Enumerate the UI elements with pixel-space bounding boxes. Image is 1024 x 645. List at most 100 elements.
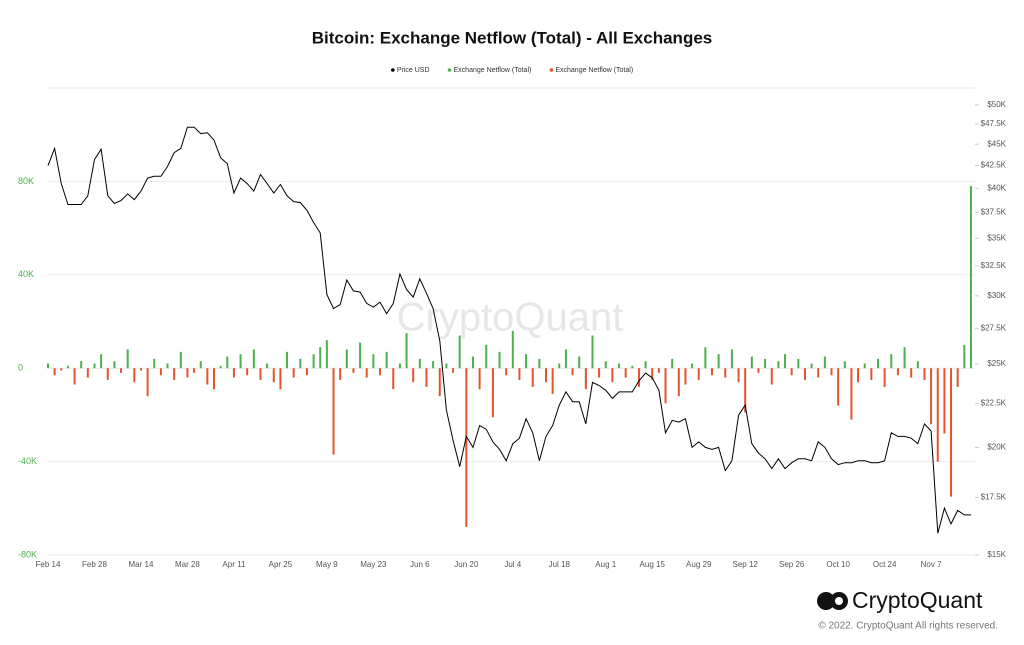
x-tick-label: Sep 12 [733,560,759,569]
x-tick-label: Aug 29 [686,560,712,569]
netflow-bar [837,368,840,406]
watermark: CryptoQuant [397,296,624,340]
x-tick-label: Apr 25 [269,560,293,569]
netflow-bar [93,363,96,369]
netflow-bar [797,358,800,369]
netflow-bar [139,368,142,371]
netflow-bar [113,361,116,369]
netflow-bar [299,358,302,369]
netflow-bar [531,368,534,387]
price-line [47,126,971,534]
netflow-bar [73,368,76,385]
x-tick-label: Sep 26 [779,560,805,569]
netflow-bar [737,368,740,383]
netflow-bar [611,368,614,383]
y-tick-label: -40K [18,456,37,466]
y2-tick-label: $47.5K [981,119,1007,128]
netflow-bar [226,356,229,369]
netflow-bar [518,368,521,380]
x-tick-label: Aug 1 [595,560,616,569]
netflow-bar [319,347,322,369]
netflow-bar [332,368,335,455]
netflow-bar [923,368,926,380]
netflow-bar [193,368,196,373]
netflow-bar [744,368,747,413]
netflow-bar [398,363,401,369]
netflow-bar [823,356,826,369]
netflow-bar [969,186,972,369]
netflow-bar [684,368,687,385]
y-tick-label: -80K [18,549,37,559]
netflow-bar [279,368,282,390]
x-tick-label: Feb 14 [36,560,61,569]
netflow-bar [339,368,342,380]
legend-label: Exchange Netflow (Total) [454,67,532,74]
x-tick-label: Oct 10 [826,560,850,569]
netflow-bar [100,354,103,369]
netflow-bar [730,349,733,369]
x-tick-label: Jul 4 [504,560,521,569]
legend-marker [447,68,452,72]
legend-label: Price USD [397,67,430,74]
logo [817,592,848,610]
netflow-bar [146,368,149,397]
netflow-bar [505,368,508,376]
x-tick-label: May 9 [316,560,338,569]
netflow-bar [604,361,607,369]
x-tick-label: Jul 18 [549,560,571,569]
netflow-bar [704,347,707,369]
y2-tick-label: $30K [987,291,1006,300]
netflow-bar [784,354,787,369]
netflow-bar [618,363,621,369]
netflow-bar [166,363,169,369]
netflow-bar [770,368,773,385]
netflow-bar [365,368,368,378]
netflow-bar [631,365,634,369]
netflow-bar [578,356,581,369]
netflow-bar [950,368,953,497]
netflow-bar [764,358,767,369]
netflow-bar [126,349,129,369]
x-tick-label: Jun 6 [410,560,430,569]
netflow-bar [883,368,886,387]
netflow-bar [471,356,474,369]
netflow-bar [232,368,235,378]
netflow-bar [485,344,488,369]
netflow-bar [591,335,594,369]
netflow-bar [711,368,713,376]
netflow-bar [724,368,727,378]
netflow-bar [292,368,295,378]
legend-label: Exchange Netflow (Total) [555,67,633,74]
netflow-bar [930,368,933,425]
netflow-bar [266,363,269,369]
netflow-bar [571,368,574,376]
netflow-bar [956,368,959,387]
netflow-bar [206,368,209,385]
y2-tick-label: $22.5K [981,398,1007,407]
netflow-bar [445,363,448,369]
netflow-bar [179,351,182,369]
y2-tick-label: $45K [987,139,1006,148]
netflow-bar [465,368,468,527]
y2-tick-label: $25K [987,359,1006,368]
netflow-bar [830,368,833,376]
netflow-bar [750,356,753,369]
netflow-bar [352,368,355,373]
netflow-bar [890,354,893,369]
netflow-bar [691,363,694,369]
y2-tick-label: $42.5K [981,161,1007,170]
legend-marker [391,68,395,72]
netflow-bar [120,368,123,373]
logo-mark [835,597,843,605]
netflow-bar [803,368,806,380]
netflow-bar [558,363,561,369]
netflow-bar [272,368,275,383]
logo-mark [817,592,835,610]
netflow-bar [790,368,793,376]
netflow-bar [239,354,242,369]
y-tick-label: 80K [18,176,34,186]
x-tick-label: Mar 14 [129,560,154,569]
netflow-bar [870,368,873,380]
y-tick-label: 40K [18,269,34,279]
netflow-bar [219,365,222,369]
